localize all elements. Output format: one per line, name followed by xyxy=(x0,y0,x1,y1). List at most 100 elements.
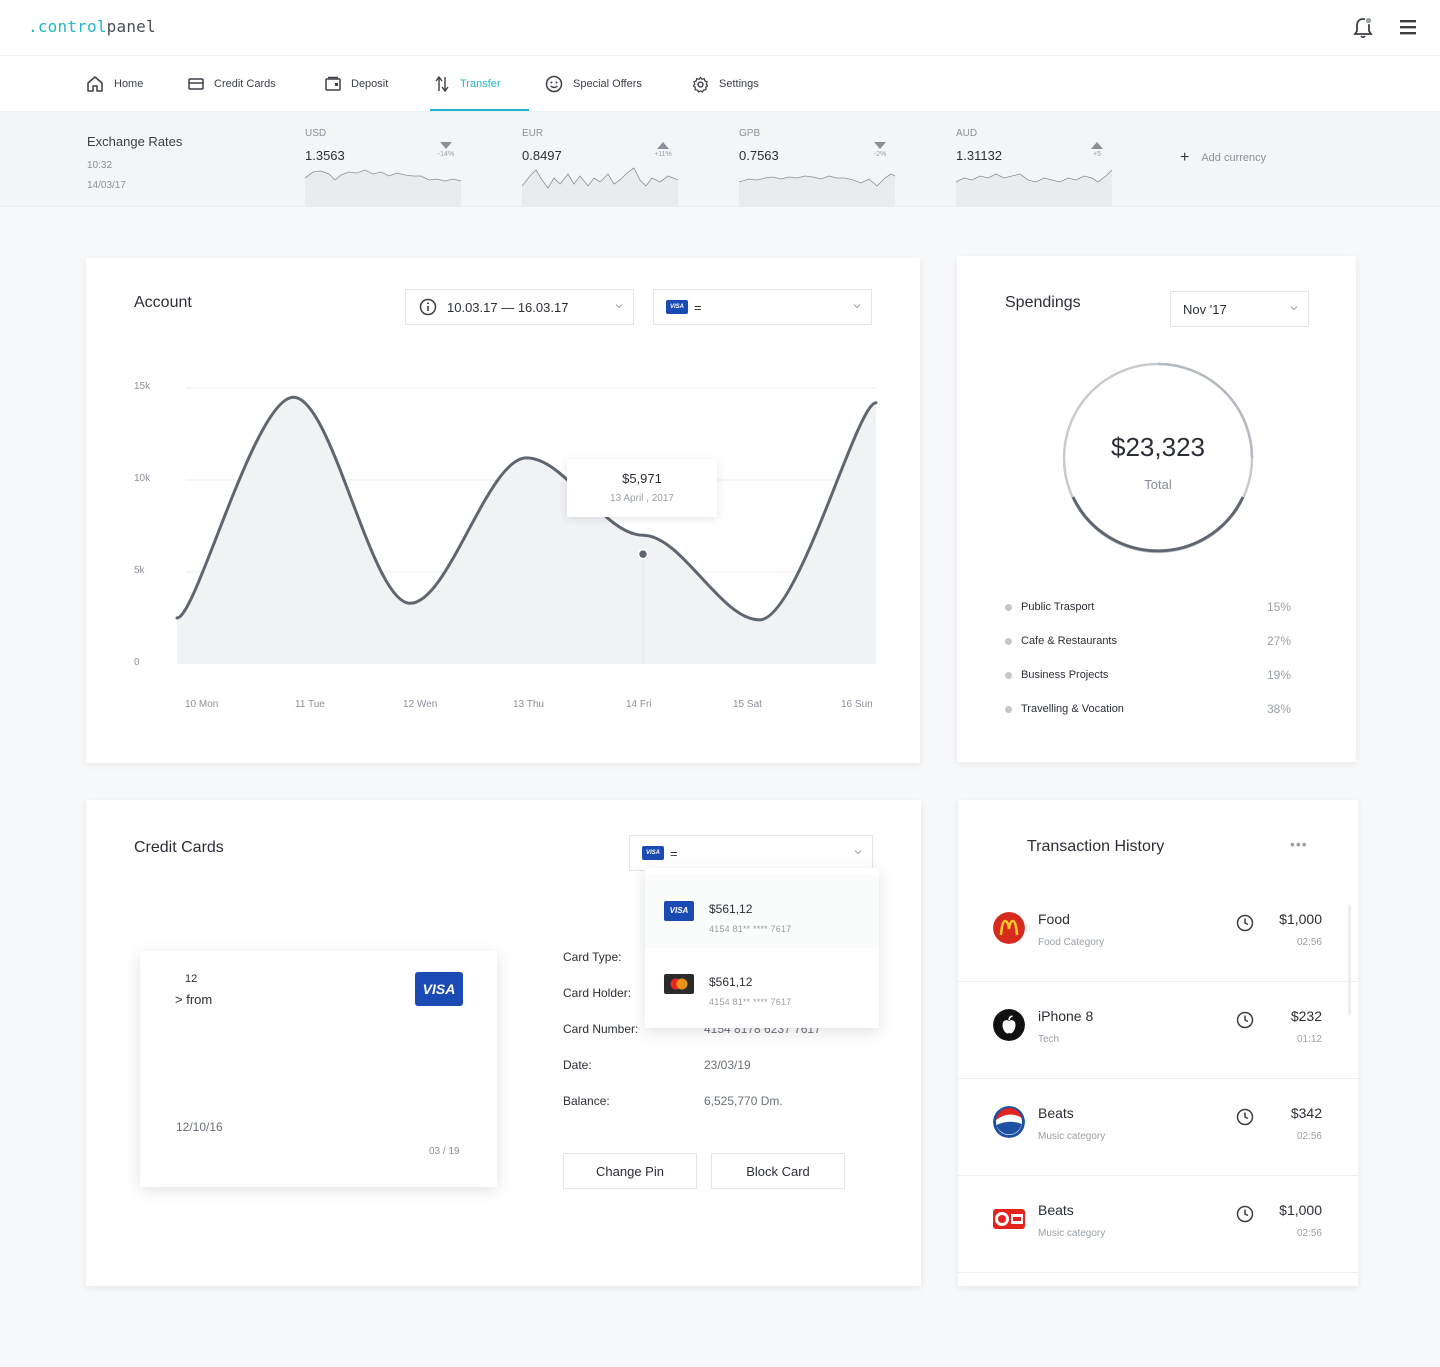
nav-item-home[interactable]: Home xyxy=(86,56,143,112)
currency-code: AUD xyxy=(956,128,978,139)
credit-cards-title: Credit Cards xyxy=(134,839,224,856)
mastercard-logo-icon xyxy=(664,974,694,994)
currency-code: EUR xyxy=(522,128,544,139)
exchange-rates-date: 14/03/17 xyxy=(87,180,126,191)
transaction-row[interactable]: iPhone 8 Tech $232 01:12 xyxy=(958,982,1358,1079)
transaction-category: Food Category xyxy=(1038,937,1105,948)
change-pin-button[interactable]: Change Pin xyxy=(563,1153,697,1189)
nav-item-deposit[interactable]: Deposit xyxy=(325,56,388,112)
nav-item-settings[interactable]: Settings xyxy=(692,56,759,112)
transaction-row[interactable]: Beats Music category $1,000 02:56 xyxy=(958,1176,1358,1273)
nav-item-special-offers[interactable]: Special Offers xyxy=(545,56,642,112)
spending-category-row: Business Projects 19% xyxy=(1005,667,1291,683)
hamburger-menu-icon[interactable] xyxy=(1399,18,1417,36)
currency-code: USD xyxy=(305,128,327,139)
transaction-scrollbar[interactable] xyxy=(1348,905,1351,1015)
legend-bullet xyxy=(1005,603,1012,611)
transaction-row[interactable]: Beats Music category $342 02:56 xyxy=(958,1079,1358,1176)
visa-logo-icon: VISA xyxy=(642,846,664,860)
credit-card-select[interactable]: VISA = xyxy=(629,835,873,871)
plus-icon: + xyxy=(1180,149,1190,166)
nav-label: Credit Cards xyxy=(214,78,276,90)
currency-gpb[interactable]: GPB 0.7563 -2% xyxy=(739,112,895,207)
transaction-time: 01:12 xyxy=(1296,1034,1322,1045)
y-tick-label: 10k xyxy=(134,473,151,484)
sparkline xyxy=(522,167,678,207)
chart-tooltip: $5,971 13 April , 2017 xyxy=(567,459,717,517)
spending-category-row: Public Trasport 15% xyxy=(1005,599,1291,615)
currency-eur[interactable]: EUR 0.8497 +11% xyxy=(522,112,678,207)
currency-change: -2% xyxy=(865,142,895,158)
legend-bullet xyxy=(1005,671,1012,679)
card-holder-label: Card Holder: xyxy=(563,986,632,1000)
transaction-amount: $1,000 xyxy=(1279,911,1322,927)
transaction-row[interactable]: Food Food Category $1,000 02:56 xyxy=(958,885,1358,982)
add-currency-label: Add currency xyxy=(1201,152,1267,164)
bell-icon[interactable] xyxy=(1352,16,1374,40)
dropdown-card-number: 4154 81** **** 7617 xyxy=(709,997,792,1007)
spendings-title: Spendings xyxy=(1005,294,1081,311)
spendings-total-value: $23,323 xyxy=(1111,432,1205,462)
dropdown-option-mastercard[interactable]: $561,12 4154 81** **** 7617 xyxy=(645,948,879,1021)
add-currency-button[interactable]: + Add currency xyxy=(1180,150,1266,166)
currency-aud[interactable]: AUD 1.31132 +5 xyxy=(956,112,1112,207)
spending-category-row: Travelling & Vocation 38% xyxy=(1005,701,1291,717)
transaction-name: iPhone 8 xyxy=(1038,1008,1094,1024)
currency-value: 0.7563 xyxy=(739,148,779,163)
sparkline xyxy=(956,169,1112,207)
transaction-name: Food xyxy=(1038,911,1070,927)
period-select[interactable]: Nov '17 xyxy=(1170,291,1309,327)
tooltip-value: $5,971 xyxy=(622,471,662,486)
currency-value: 1.3563 xyxy=(305,148,345,163)
card-type-label: Card Type: xyxy=(563,950,622,964)
transfer-arrows-icon xyxy=(435,75,449,93)
dropdown-option-visa[interactable]: VISA $561,12 4154 81** **** 7617 xyxy=(645,875,879,948)
transaction-name: Beats xyxy=(1038,1105,1074,1121)
account-card-select[interactable]: VISA = xyxy=(653,289,872,325)
credit-card-visual[interactable]: 12 > from VISA 12/10/16 03 / 19 xyxy=(140,951,497,1187)
nav-label: Settings xyxy=(719,78,759,90)
arrow-down-icon xyxy=(874,142,886,149)
currency-change: +11% xyxy=(648,142,678,158)
exchange-rates-title: Exchange Rates xyxy=(87,134,183,149)
transaction-category: Tech xyxy=(1038,1034,1060,1045)
currency-usd[interactable]: USD 1.3563 -14% xyxy=(305,112,461,207)
apple-logo-icon xyxy=(993,1009,1025,1041)
nav-label: Special Offers xyxy=(573,78,642,90)
transaction-amount: $342 xyxy=(1290,1105,1322,1121)
more-options-icon[interactable]: ••• xyxy=(1290,836,1308,852)
spendings-total-label: Total xyxy=(1144,477,1172,492)
spending-category-row: Cafe & Restaurants 27% xyxy=(1005,633,1291,649)
date-range-select[interactable]: 10.03.17 — 16.03.17 xyxy=(405,289,634,325)
arrow-down-icon xyxy=(440,142,452,149)
transaction-category: Music category xyxy=(1038,1131,1106,1142)
nav-item-credit-cards[interactable]: Credit Cards xyxy=(188,56,276,112)
block-card-button[interactable]: Block Card xyxy=(711,1153,845,1189)
spendings-donut xyxy=(1062,362,1254,554)
home-icon xyxy=(87,76,103,92)
nav-item-transfer[interactable]: Transfer xyxy=(434,56,501,112)
y-tick-label: 0 xyxy=(134,657,140,668)
dropdown-card-number: 4154 81** **** 7617 xyxy=(709,924,792,934)
transaction-name: Beats xyxy=(1038,1202,1074,1218)
nav-label: Deposit xyxy=(351,78,389,90)
currency-change: -14% xyxy=(431,142,461,158)
active-tab-indicator xyxy=(430,109,529,111)
currency-change: +5 xyxy=(1082,142,1112,158)
date-range-value: 10.03.17 — 16.03.17 xyxy=(447,299,569,315)
card-dropdown-menu: VISA $561,12 4154 81** **** 7617 $561,12… xyxy=(645,868,879,1028)
currency-code: GPB xyxy=(739,128,761,139)
currency-value: 0.8497 xyxy=(522,148,562,163)
app-logo[interactable]: .controlpanel xyxy=(28,17,156,36)
metro-logo-icon xyxy=(993,1209,1025,1229)
nav-label: Transfer xyxy=(460,78,501,90)
card-select-value: = xyxy=(694,299,702,315)
exchange-rates-time: 10:32 xyxy=(87,160,113,171)
pepsi-logo-icon xyxy=(993,1106,1025,1138)
y-tick-label: 5k xyxy=(134,565,145,576)
chevron-down-icon xyxy=(853,304,861,309)
card-number-label: Card Number: xyxy=(563,1022,639,1036)
exchange-rates-bar: Exchange Rates 10:32 14/03/17 USD 1.3563… xyxy=(0,112,1440,207)
chevron-down-icon xyxy=(1290,306,1298,311)
transaction-amount: $232 xyxy=(1290,1008,1322,1024)
